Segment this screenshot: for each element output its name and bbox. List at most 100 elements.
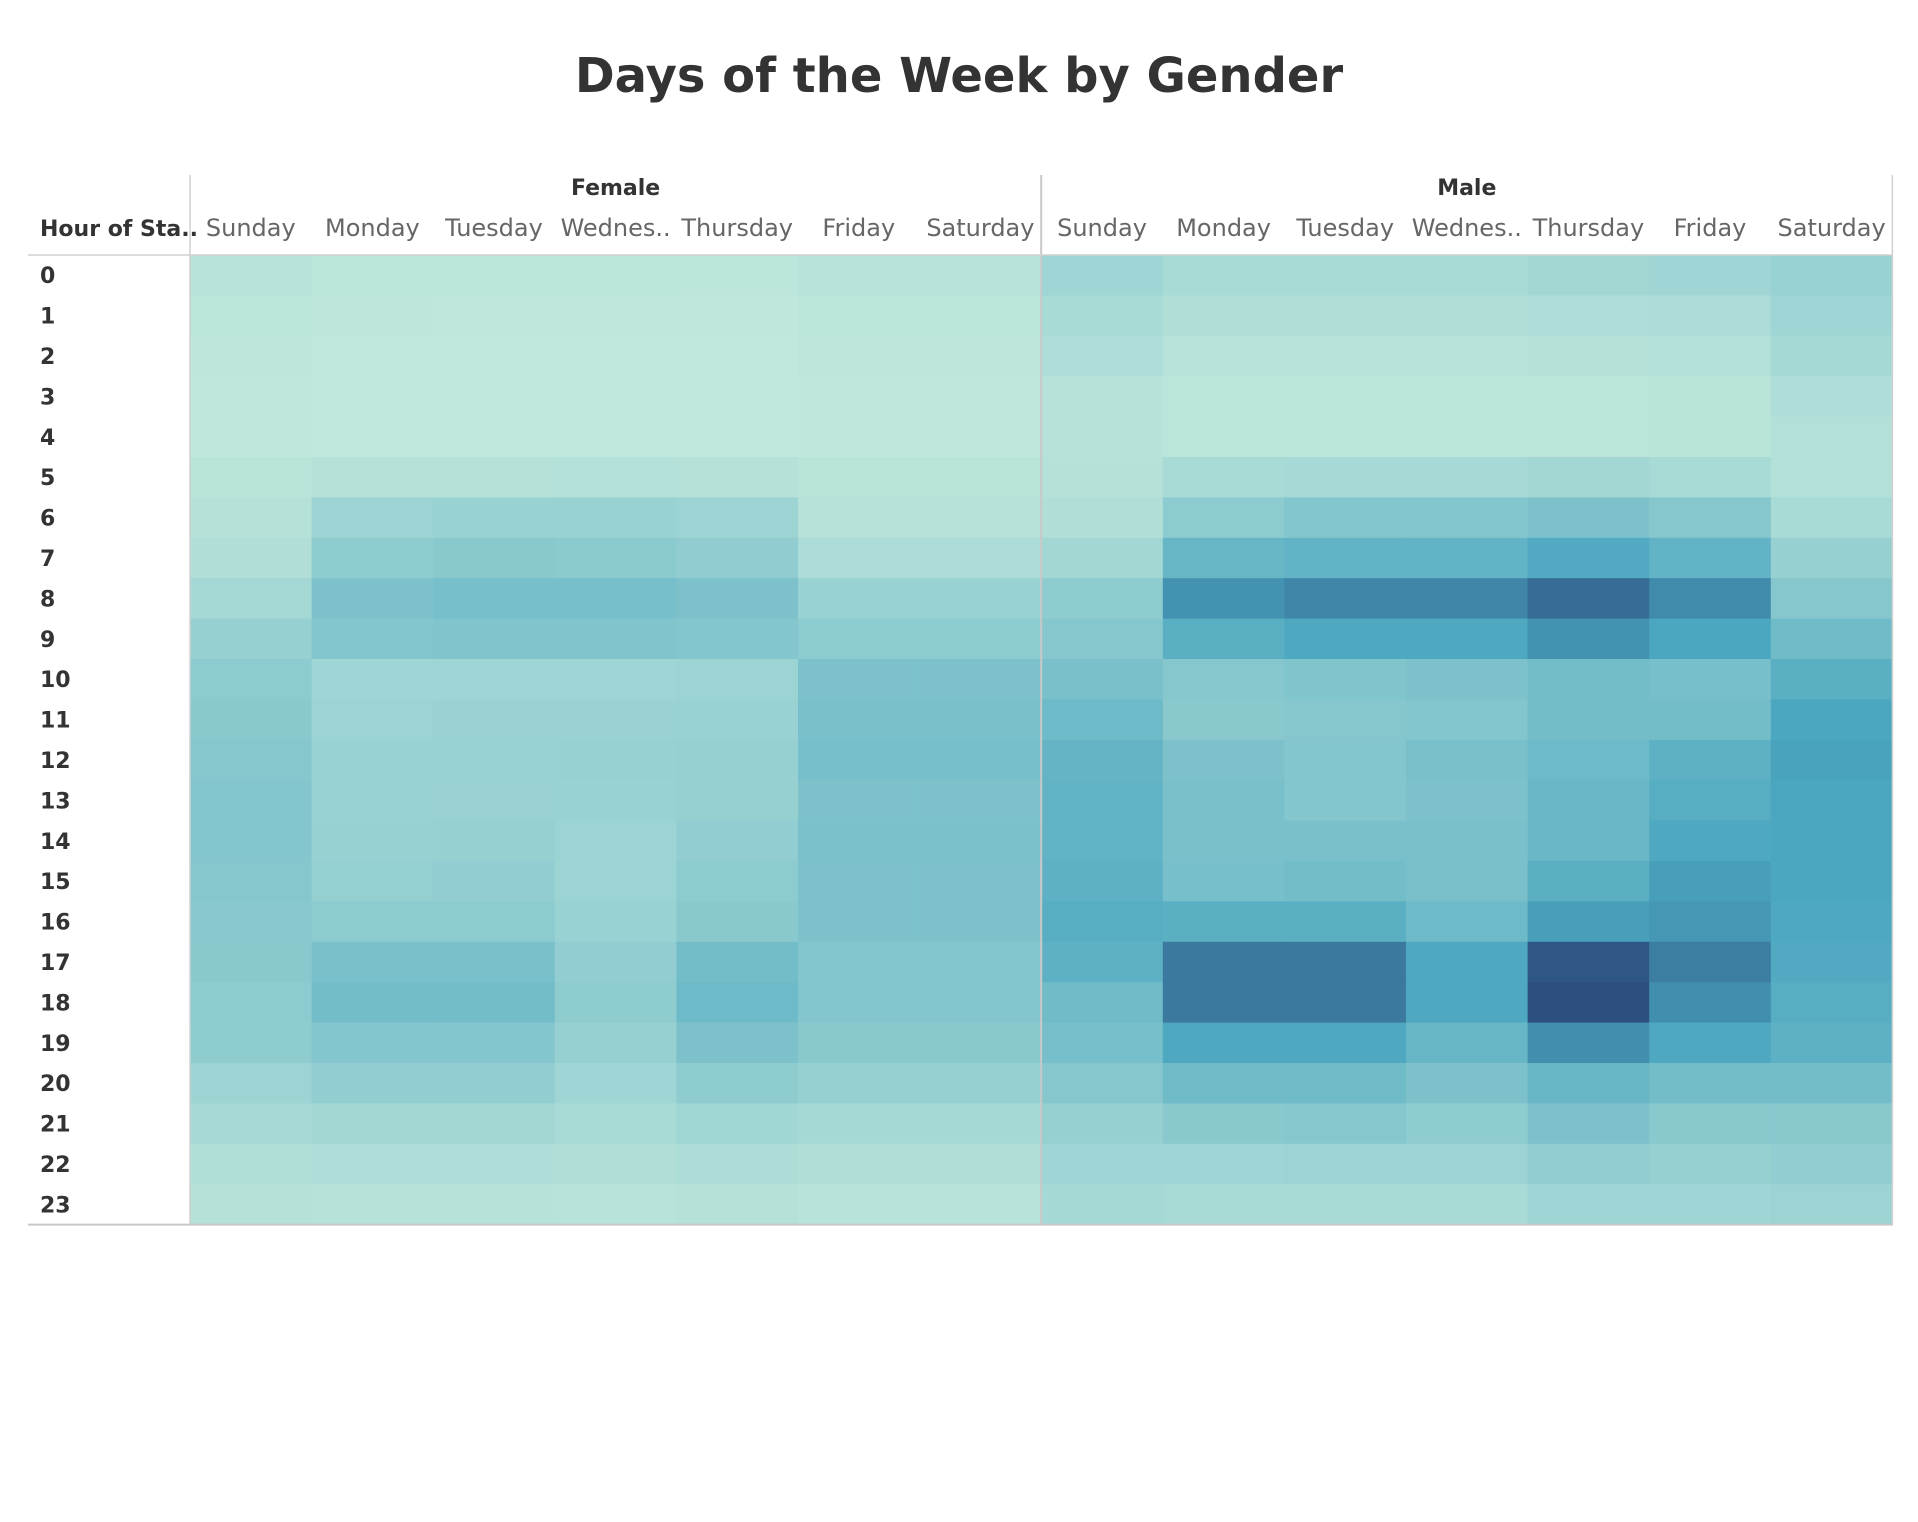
heatmap-cell-male-sunday-h9 <box>1041 618 1164 660</box>
heatmap-cell-male-friday-h23 <box>1649 1184 1772 1226</box>
heatmap-cell-male-saturday-h4 <box>1770 416 1893 458</box>
heatmap-labels: Hour of Sta.. Female Sunday Monday Tuesday We… <box>40 176 1886 1218</box>
heatmap-cell-female-wednes-h7 <box>554 537 677 579</box>
heatmap-cell-male-saturday-h8 <box>1770 578 1893 620</box>
heatmap-cell-male-monday-h17 <box>1162 941 1285 983</box>
heatmap-cell-female-wednes-h5 <box>554 457 677 498</box>
heatmap-cell-male-monday-h18 <box>1162 982 1285 1024</box>
heatmap-cell-female-saturday-h10 <box>919 659 1042 700</box>
heatmap-cell-male-sunday-h16 <box>1041 901 1164 943</box>
heatmap-cell-male-tuesday-h3 <box>1284 376 1407 418</box>
group-label-male: Male <box>1437 176 1496 201</box>
heatmap-cell-female-saturday-h14 <box>919 820 1042 862</box>
heatmap-cell-male-wednes-h18 <box>1406 982 1529 1024</box>
heatmap-cell-female-wednes-h15 <box>554 861 677 902</box>
heatmap-cell-female-thursday-h6 <box>676 497 799 539</box>
heatmap-cell-male-wednes-h17 <box>1406 941 1529 983</box>
heatmap-cell-female-thursday-h2 <box>676 335 799 377</box>
heatmap-cell-female-friday-h21 <box>798 1103 921 1145</box>
heatmap-cell-female-saturday-h17 <box>919 941 1042 983</box>
heatmap-cell-female-monday-h7 <box>311 537 434 579</box>
heatmap-cell-female-tuesday-h8 <box>433 578 556 620</box>
heatmap-cell-male-monday-h4 <box>1162 416 1285 458</box>
heatmap-cell-male-friday-h9 <box>1649 618 1772 660</box>
heatmap-cell-female-friday-h8 <box>798 578 921 620</box>
heatmap-cell-female-friday-h10 <box>798 659 921 700</box>
heatmap-cell-male-saturday-h6 <box>1770 497 1893 539</box>
heatmap-cell-male-sunday-h3 <box>1041 376 1164 418</box>
heatmap-cell-male-saturday-h2 <box>1770 335 1893 377</box>
hour-label-17: 17 <box>40 951 71 976</box>
heatmap-cell-female-friday-h12 <box>798 739 921 781</box>
heatmap-cell-female-friday-h19 <box>798 1022 921 1064</box>
heatmap-cell-female-tuesday-h14 <box>433 820 556 862</box>
heatmap-cell-female-friday-h20 <box>798 1063 921 1104</box>
heatmap-cell-female-monday-h19 <box>311 1022 434 1064</box>
heatmap-cell-female-sunday-h0 <box>190 255 313 296</box>
heatmap-cell-male-wednes-h6 <box>1406 497 1529 539</box>
heatmap-cell-male-wednes-h14 <box>1406 820 1529 862</box>
hour-label-21: 21 <box>40 1113 71 1138</box>
heatmap-cell-female-wednes-h9 <box>554 618 677 660</box>
heatmap-cell-male-friday-h22 <box>1649 1143 1772 1185</box>
hour-label-7: 7 <box>40 547 55 572</box>
heatmap-cell-male-thursday-h21 <box>1527 1103 1650 1145</box>
heatmap-cell-female-thursday-h14 <box>676 820 799 862</box>
heatmap-cell-female-thursday-h5 <box>676 457 799 498</box>
heatmap-cell-male-saturday-h5 <box>1770 457 1893 498</box>
row-header-label: Hour of Sta.. <box>40 217 198 242</box>
heatmap-cells <box>190 255 1893 1226</box>
heatmap-cell-male-thursday-h23 <box>1527 1184 1650 1226</box>
heatmap-cell-female-saturday-h0 <box>919 255 1042 296</box>
heatmap-cell-female-tuesday-h4 <box>433 416 556 458</box>
heatmap-cell-female-sunday-h13 <box>190 780 313 822</box>
heatmap-cell-male-wednes-h0 <box>1406 255 1529 296</box>
heatmap-cell-male-saturday-h21 <box>1770 1103 1893 1145</box>
heatmap-cell-female-wednes-h0 <box>554 255 677 296</box>
heatmap-cell-male-sunday-h15 <box>1041 861 1164 902</box>
heatmap-cell-male-friday-h19 <box>1649 1022 1772 1064</box>
heatmap-cell-female-tuesday-h9 <box>433 618 556 660</box>
heatmap-cell-female-tuesday-h3 <box>433 376 556 418</box>
heatmap-cell-male-friday-h21 <box>1649 1103 1772 1145</box>
heatmap-cell-female-tuesday-h5 <box>433 457 556 498</box>
heatmap-cell-female-saturday-h9 <box>919 618 1042 660</box>
heatmap-cell-female-wednes-h19 <box>554 1022 677 1064</box>
heatmap-cell-male-wednes-h8 <box>1406 578 1529 620</box>
heatmap-cell-female-thursday-h0 <box>676 255 799 296</box>
heatmap-cell-female-wednes-h4 <box>554 416 677 458</box>
heatmap-cell-female-monday-h23 <box>311 1184 434 1226</box>
heatmap-cell-male-sunday-h8 <box>1041 578 1164 620</box>
heatmap-cell-male-thursday-h7 <box>1527 537 1650 579</box>
heatmap-cell-female-tuesday-h17 <box>433 941 556 983</box>
heatmap-cell-male-wednes-h4 <box>1406 416 1529 458</box>
heatmap-cell-female-friday-h6 <box>798 497 921 539</box>
heatmap-cell-female-saturday-h13 <box>919 780 1042 822</box>
heatmap-cell-female-monday-h9 <box>311 618 434 660</box>
heatmap-cell-female-saturday-h8 <box>919 578 1042 620</box>
heatmap-cell-male-wednes-h3 <box>1406 376 1529 418</box>
heatmap-cell-male-tuesday-h20 <box>1284 1063 1407 1104</box>
hour-label-16: 16 <box>40 911 71 936</box>
heatmap-cell-female-tuesday-h13 <box>433 780 556 822</box>
heatmap-cell-female-thursday-h8 <box>676 578 799 620</box>
heatmap-cell-female-friday-h2 <box>798 335 921 377</box>
hour-label-1: 1 <box>40 305 55 330</box>
heatmap-cell-male-thursday-h13 <box>1527 780 1650 822</box>
heatmap-cell-male-tuesday-h6 <box>1284 497 1407 539</box>
heatmap-cell-female-saturday-h5 <box>919 457 1042 498</box>
heatmap-cell-female-sunday-h19 <box>190 1022 313 1064</box>
heatmap-cell-female-wednes-h22 <box>554 1143 677 1185</box>
heatmap-cell-female-monday-h21 <box>311 1103 434 1145</box>
heatmap-cell-male-friday-h6 <box>1649 497 1772 539</box>
heatmap-cell-male-tuesday-h0 <box>1284 255 1407 296</box>
heatmap-cell-male-wednes-h15 <box>1406 861 1529 902</box>
hour-label-18: 18 <box>40 991 71 1016</box>
heatmap-cell-female-tuesday-h23 <box>433 1184 556 1226</box>
hour-label-12: 12 <box>40 749 71 774</box>
heatmap-cell-male-wednes-h22 <box>1406 1143 1529 1185</box>
heatmap-cell-male-thursday-h14 <box>1527 820 1650 862</box>
heatmap-cell-male-monday-h2 <box>1162 335 1285 377</box>
heatmap-cell-male-thursday-h18 <box>1527 982 1650 1024</box>
